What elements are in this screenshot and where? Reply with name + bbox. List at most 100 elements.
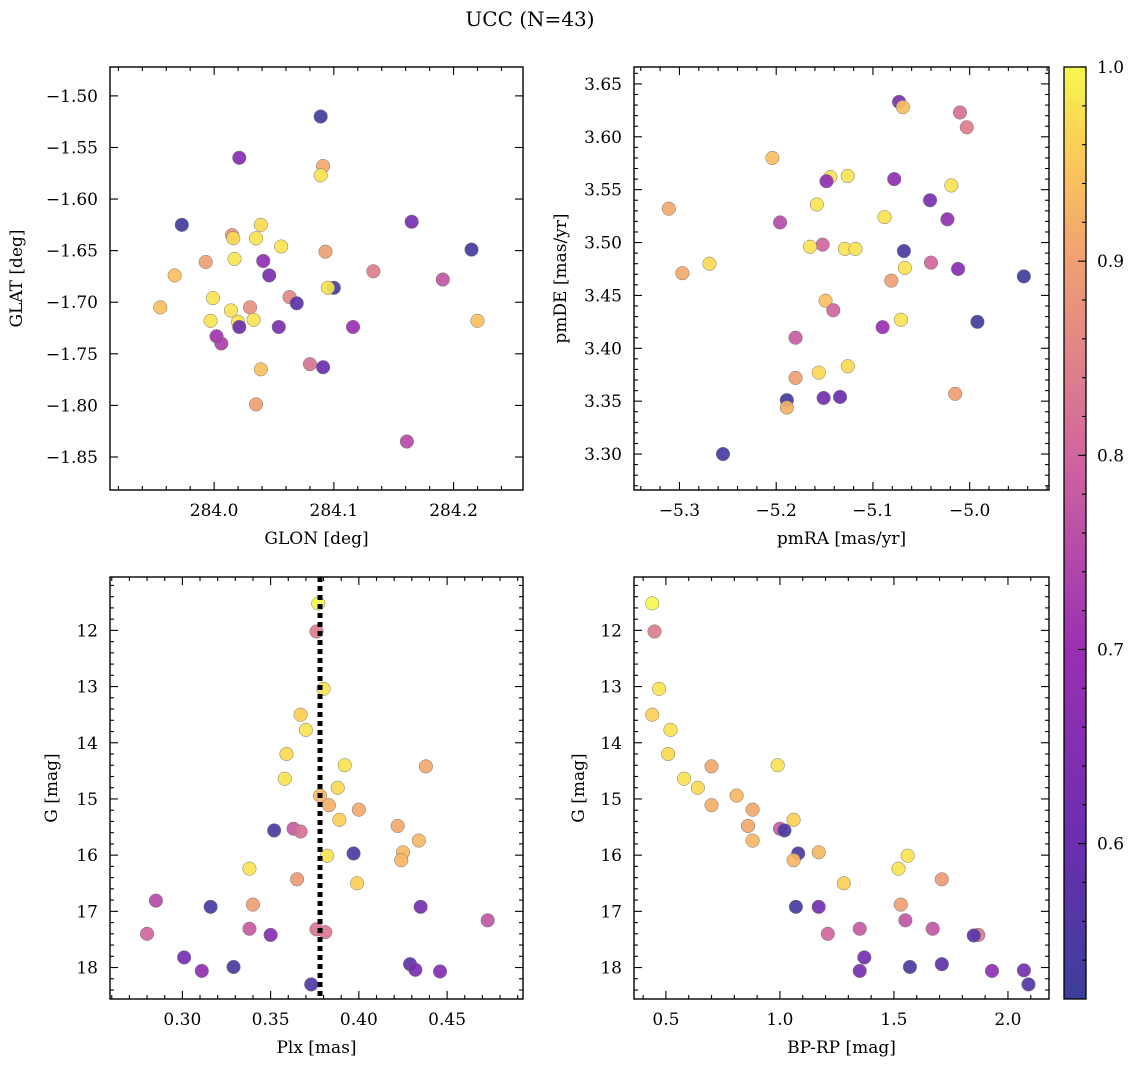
y-tick-label: 16 — [76, 846, 98, 866]
data-point — [246, 312, 261, 327]
data-point — [394, 853, 409, 868]
x-tick-label: −5.0 — [949, 501, 990, 521]
y-tick-label: 3.45 — [584, 286, 622, 306]
points — [140, 596, 495, 992]
data-point — [203, 313, 218, 328]
data-point — [153, 300, 168, 315]
data-point — [826, 303, 841, 318]
data-point — [198, 254, 213, 270]
x-tick-label: 0.5 — [652, 1010, 679, 1030]
panel-bprp-g: 0.5 1.0 1.5 2.0 12 13 14 15 16 17 18 BP-RP [mag] G [… — [569, 576, 1050, 1058]
data-point — [223, 303, 238, 318]
data-point — [243, 300, 258, 315]
points — [661, 94, 1031, 462]
x-tick-label: −5.2 — [756, 501, 797, 521]
data-point — [1016, 963, 1031, 978]
data-point — [809, 197, 824, 212]
y-tick-label: 17 — [76, 902, 98, 922]
data-point — [293, 707, 308, 722]
y-tick-label: 3.35 — [584, 392, 622, 412]
y-tick-label: −1.65 — [46, 242, 98, 262]
x-tick-label: 0.45 — [428, 1010, 466, 1030]
data-point — [893, 897, 908, 912]
y-tick-label: 3.65 — [584, 75, 622, 95]
data-point — [852, 963, 867, 978]
data-point — [203, 899, 218, 914]
data-point — [645, 707, 660, 722]
data-point — [877, 210, 892, 225]
data-point — [390, 818, 405, 833]
y-tick-label: 3.55 — [584, 181, 622, 201]
y-tick-label: 18 — [600, 959, 622, 979]
data-point — [227, 251, 242, 266]
data-point — [934, 957, 949, 972]
data-point — [366, 264, 381, 279]
data-point — [408, 962, 423, 977]
data-point — [745, 833, 760, 848]
y-tick-label: 15 — [600, 790, 622, 810]
data-point — [959, 120, 974, 135]
data-point — [140, 926, 155, 941]
data-point — [313, 109, 328, 124]
data-point — [836, 876, 851, 891]
data-point — [245, 897, 261, 912]
data-point — [174, 217, 189, 232]
data-point — [253, 217, 268, 232]
x-axis-label: BP-RP [mag] — [787, 1038, 896, 1058]
data-point — [779, 400, 794, 415]
data-point — [852, 921, 867, 936]
data-point — [900, 848, 915, 863]
data-point — [902, 959, 917, 975]
y-tick-label: −1.75 — [46, 345, 98, 365]
x-tick-label: 284.2 — [429, 501, 478, 521]
points — [645, 596, 1036, 992]
data-point — [788, 330, 803, 345]
data-point — [811, 365, 826, 380]
data-point — [279, 746, 294, 762]
points — [153, 109, 485, 449]
data-point — [925, 921, 940, 936]
data-point — [984, 963, 1000, 978]
data-point — [677, 771, 692, 786]
data-point — [884, 273, 899, 288]
y-tick-label: 3.40 — [584, 339, 622, 359]
panel-glon-glat: 284.0 284.1 284.2 −1.50 −1.55 −1.60 −1.65 −1.70… — [7, 66, 524, 549]
y-tick-label: 17 — [600, 902, 622, 922]
data-point — [661, 746, 676, 762]
data-point — [702, 256, 717, 271]
data-point — [432, 964, 448, 979]
data-point — [811, 845, 826, 860]
ticks — [634, 577, 1049, 999]
colorbar-tick-label: 0.6 — [1097, 835, 1124, 855]
x-tick-label: 1.0 — [766, 1010, 793, 1030]
y-tick-label: 12 — [76, 621, 98, 641]
x-tick-label: 2.0 — [994, 1010, 1021, 1030]
data-point — [887, 172, 902, 187]
data-point — [948, 386, 963, 401]
data-point — [786, 853, 801, 868]
data-point — [1016, 269, 1031, 284]
axes-frame — [633, 66, 1050, 491]
data-point — [337, 758, 352, 773]
data-point — [940, 212, 955, 227]
data-point — [777, 823, 792, 838]
panel-pmra-pmde: −5.3 −5.2 −5.1 −5.0 3.30 3.35 3.40 3.45 3.50 3.55… — [551, 66, 1050, 549]
data-point — [226, 231, 241, 246]
data-point — [316, 360, 331, 375]
data-point — [875, 320, 890, 335]
data-point — [803, 239, 818, 254]
y-axis-label: GLAT [deg] — [7, 229, 27, 327]
data-point — [470, 313, 485, 328]
data-point — [302, 357, 317, 372]
ticks — [634, 67, 1049, 490]
data-point — [242, 921, 257, 936]
data-point — [661, 201, 676, 216]
data-point — [464, 242, 479, 257]
x-tick-label: 1.5 — [880, 1010, 907, 1030]
data-point — [788, 370, 803, 385]
figure-title: UCC (N=43) — [465, 7, 594, 31]
y-tick-label: −1.50 — [46, 87, 98, 107]
data-point — [274, 239, 289, 254]
data-point — [167, 268, 182, 283]
